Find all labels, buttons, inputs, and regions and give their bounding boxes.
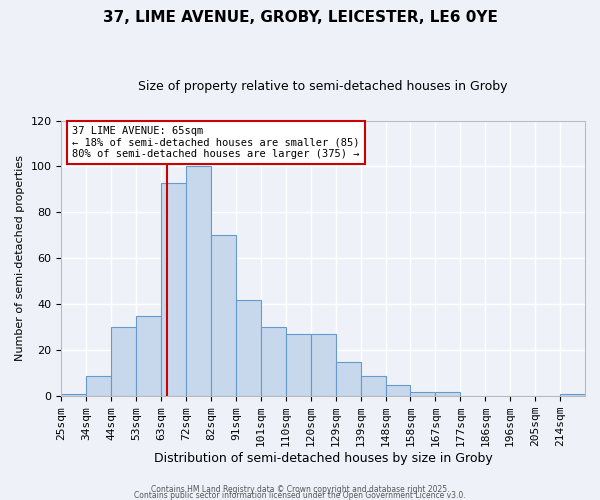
Bar — [386, 384, 410, 396]
Bar — [410, 392, 436, 396]
Text: Contains HM Land Registry data © Crown copyright and database right 2025.: Contains HM Land Registry data © Crown c… — [151, 484, 449, 494]
Bar — [186, 166, 211, 396]
Bar — [560, 394, 585, 396]
Bar — [436, 392, 460, 396]
Bar — [236, 300, 261, 396]
Text: 37 LIME AVENUE: 65sqm
← 18% of semi-detached houses are smaller (85)
80% of semi: 37 LIME AVENUE: 65sqm ← 18% of semi-deta… — [72, 126, 359, 160]
Bar — [86, 376, 111, 396]
Bar — [111, 328, 136, 396]
Bar — [335, 362, 361, 396]
Text: Contains public sector information licensed under the Open Government Licence v3: Contains public sector information licen… — [134, 490, 466, 500]
Bar — [361, 376, 386, 396]
Y-axis label: Number of semi-detached properties: Number of semi-detached properties — [15, 156, 25, 362]
Title: Size of property relative to semi-detached houses in Groby: Size of property relative to semi-detach… — [139, 80, 508, 93]
Bar — [136, 316, 161, 396]
Bar — [261, 328, 286, 396]
Bar — [61, 394, 86, 396]
Bar — [286, 334, 311, 396]
Bar — [211, 236, 236, 396]
X-axis label: Distribution of semi-detached houses by size in Groby: Distribution of semi-detached houses by … — [154, 452, 493, 465]
Text: 37, LIME AVENUE, GROBY, LEICESTER, LE6 0YE: 37, LIME AVENUE, GROBY, LEICESTER, LE6 0… — [103, 10, 497, 25]
Bar — [311, 334, 335, 396]
Bar — [161, 182, 186, 396]
